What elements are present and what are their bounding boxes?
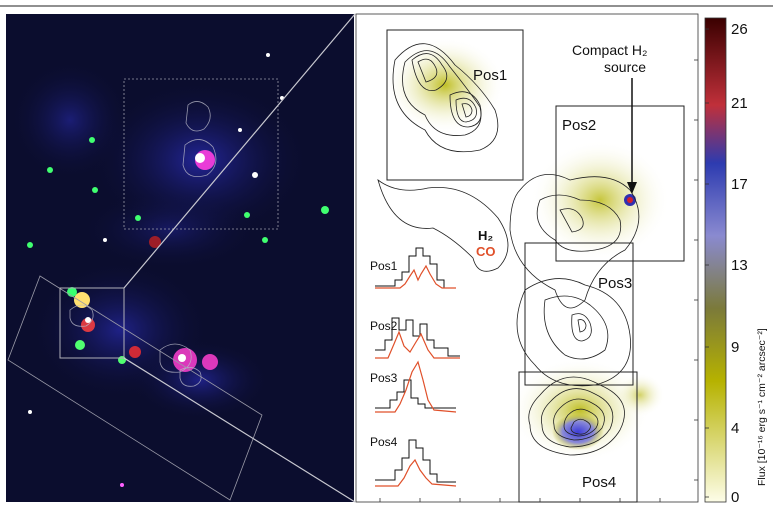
colorbar-gradient xyxy=(704,17,727,503)
colorbar-label: Flux [10⁻¹⁶ erg s⁻¹ cm⁻² arcsec⁻²] xyxy=(756,328,768,486)
pos3-box xyxy=(524,242,634,386)
pos2-region-box xyxy=(123,78,279,230)
spectrum-pos1-h2 xyxy=(375,247,456,289)
colorbar-tick-4: 4 xyxy=(731,420,739,437)
compact-h2-annotation-line1: Compact H₂ xyxy=(572,42,647,58)
colorbar-tick-17: 17 xyxy=(731,176,748,193)
spectra: H₂ CO Pos1 Pos2 Pos3 Pos4 xyxy=(370,228,496,487)
zoom-line-top xyxy=(123,13,356,289)
pos2-label: Pos2 xyxy=(562,117,596,134)
spectrum-pos2-label: Pos2 xyxy=(370,319,398,333)
spectrum-pos2-co xyxy=(375,330,460,359)
zoom-panel: Pos1 Pos2 Pos3 Pos4 Compact H₂ source H₂… xyxy=(355,13,699,503)
spectrum-pos3-h2 xyxy=(375,379,456,409)
colorbar-tick-0: 0 xyxy=(731,489,739,506)
rotated-field-box xyxy=(7,275,263,501)
colorbar-tick-13: 13 xyxy=(731,257,748,274)
colorbar-tick-9: 9 xyxy=(731,339,739,356)
pos2-box xyxy=(555,105,685,262)
composite-image-panel xyxy=(6,14,354,502)
pos1-label: Pos1 xyxy=(473,67,507,84)
pos3-label: Pos3 xyxy=(598,275,632,292)
colorbar-tick-26: 26 xyxy=(731,21,748,38)
spectrum-pos3-co xyxy=(375,360,457,413)
pos1-box xyxy=(386,29,524,181)
spectrum-pos2-h2 xyxy=(375,317,460,357)
spectrum-pos4-label: Pos4 xyxy=(370,435,398,449)
spectrum-pos3-label: Pos3 xyxy=(370,371,398,385)
spectrum-pos1-label: Pos1 xyxy=(370,259,398,273)
zoom-source-box xyxy=(59,287,125,359)
annotation-arrowhead xyxy=(627,182,637,194)
spectrum-pos4-co xyxy=(375,458,457,487)
zoom-line-bottom xyxy=(123,357,356,503)
colorbar-tick-21: 21 xyxy=(731,95,748,112)
spectrum-pos4-h2 xyxy=(375,439,456,483)
pos4-label: Pos4 xyxy=(582,474,616,491)
spectra-h2-legend: H₂ xyxy=(478,228,493,243)
colorbar: 26 21 17 13 9 4 0 Flux [10⁻¹⁶ erg s⁻¹ cm… xyxy=(704,17,768,506)
pos4-box xyxy=(518,371,638,503)
spectrum-pos1-co xyxy=(375,264,456,289)
compact-h2-annotation-line2: source xyxy=(604,59,646,75)
spectra-co-legend: CO xyxy=(476,244,496,259)
